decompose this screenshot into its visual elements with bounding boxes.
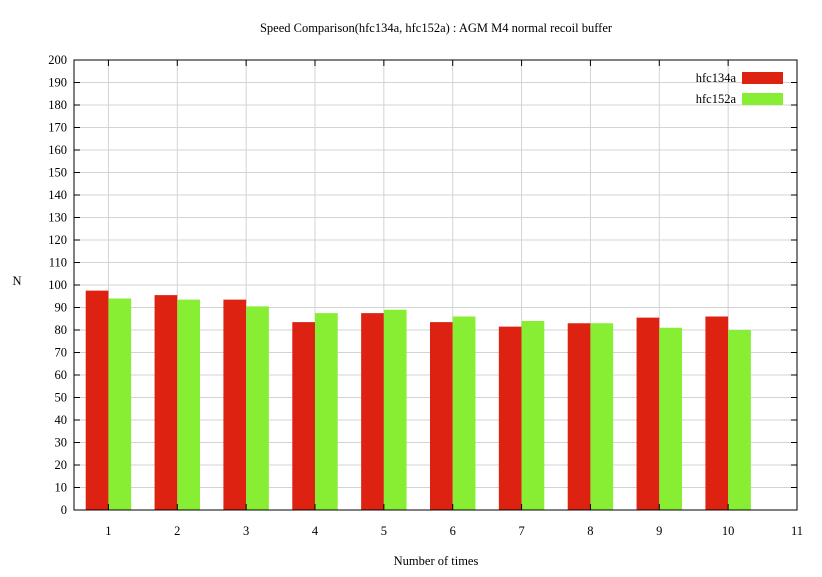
x-tick-label: 7 bbox=[518, 524, 524, 538]
y-tick-label: 100 bbox=[48, 278, 67, 292]
bar-hfc152a-5 bbox=[383, 309, 407, 510]
y-tick-label: 170 bbox=[48, 121, 67, 135]
chart-title: Speed Comparison(hfc134a, hfc152a) : AGM… bbox=[260, 21, 613, 35]
x-tick-label: 10 bbox=[722, 524, 735, 538]
y-tick-label: 90 bbox=[55, 301, 68, 315]
legend: hfc134a hfc152a bbox=[696, 71, 783, 106]
bar-hfc152a-4 bbox=[315, 313, 338, 510]
y-tick-label: 20 bbox=[55, 458, 68, 472]
y-tick-label: 150 bbox=[48, 166, 67, 180]
bar-hfc134a-6 bbox=[429, 322, 453, 510]
bar-hfc152a-1 bbox=[108, 298, 132, 510]
bars bbox=[85, 290, 751, 510]
bar-hfc134a-4 bbox=[292, 322, 315, 510]
y-tick-label: 120 bbox=[48, 233, 67, 247]
y-tick-label: 80 bbox=[55, 323, 68, 337]
bar-hfc152a-9 bbox=[659, 327, 683, 510]
x-tick-labels: 1 2 3 4 5 6 7 8 9 10 11 bbox=[105, 524, 803, 538]
bar-hfc134a-9 bbox=[636, 317, 660, 510]
axis-ticks bbox=[74, 59, 797, 511]
x-tick-label: 8 bbox=[587, 524, 593, 538]
bar-hfc152a-10 bbox=[728, 330, 751, 510]
y-tick-label: 110 bbox=[49, 256, 67, 270]
x-tick-label: 6 bbox=[450, 524, 456, 538]
y-tick-label: 70 bbox=[55, 346, 68, 360]
x-tick-label: 4 bbox=[312, 524, 319, 538]
bar-hfc152a-2 bbox=[177, 299, 201, 510]
x-tick-label: 1 bbox=[105, 524, 111, 538]
y-axis-label: N bbox=[12, 274, 21, 288]
bar-hfc152a-6 bbox=[452, 316, 476, 510]
x-tick-label: 11 bbox=[791, 524, 803, 538]
bar-hfc134a-7 bbox=[498, 326, 522, 510]
y-tick-label: 180 bbox=[48, 98, 67, 112]
bar-hfc134a-8 bbox=[567, 323, 591, 510]
bar-hfc152a-8 bbox=[590, 323, 614, 510]
legend-label-hfc152a: hfc152a bbox=[696, 92, 737, 106]
y-tick-label: 200 bbox=[48, 53, 67, 67]
y-tick-label: 10 bbox=[55, 481, 68, 495]
bar-hfc134a-2 bbox=[154, 295, 178, 510]
y-tick-label: 40 bbox=[55, 413, 68, 427]
bar-hfc134a-5 bbox=[361, 313, 384, 510]
x-tick-label: 3 bbox=[243, 524, 249, 538]
y-tick-label: 160 bbox=[48, 143, 67, 157]
x-tick-label: 9 bbox=[656, 524, 662, 538]
y-tick-label: 0 bbox=[61, 503, 67, 517]
x-axis-label: Number of times bbox=[394, 554, 479, 568]
y-tick-label: 60 bbox=[55, 368, 68, 382]
x-tick-label: 2 bbox=[174, 524, 180, 538]
y-tick-labels: 0 10 20 30 40 50 60 70 80 90 100 110 120 130 140 150 160… bbox=[48, 53, 67, 517]
y-tick-label: 50 bbox=[55, 391, 68, 405]
legend-label-hfc134a: hfc134a bbox=[696, 71, 737, 85]
y-tick-label: 130 bbox=[48, 211, 67, 225]
legend-swatch-hfc134a bbox=[742, 72, 783, 84]
bar-hfc134a-3 bbox=[223, 299, 247, 510]
bar-hfc152a-7 bbox=[521, 321, 545, 510]
y-tick-label: 30 bbox=[55, 436, 68, 450]
y-tick-label: 190 bbox=[48, 76, 67, 90]
bar-hfc134a-1 bbox=[85, 290, 109, 510]
bar-hfc134a-10 bbox=[705, 316, 729, 510]
legend-swatch-hfc152a bbox=[742, 93, 783, 105]
y-tick-label: 140 bbox=[48, 188, 67, 202]
x-tick-label: 5 bbox=[381, 524, 387, 538]
bar-hfc152a-3 bbox=[246, 306, 269, 510]
